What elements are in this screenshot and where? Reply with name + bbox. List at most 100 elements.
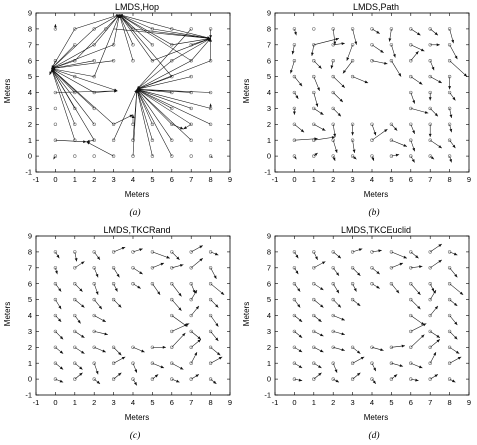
error-arrow xyxy=(371,128,388,141)
error-arrow-head xyxy=(58,305,62,310)
error-arrow-head xyxy=(134,369,138,373)
error-arrow-head xyxy=(320,111,324,115)
error-arrow-head xyxy=(319,349,324,353)
error-arrow-head xyxy=(353,288,357,292)
y-tick-label: 0 xyxy=(28,375,32,384)
error-arrow-head xyxy=(449,158,452,163)
error-arrow-head xyxy=(79,372,83,376)
node-point xyxy=(312,106,316,111)
error-arrow-head xyxy=(399,262,404,266)
axes: -1 0 1 2 3 4 5 6 7 8 9 -1 0 1 2 3 4 5 6 7 8 9 xyxy=(25,9,232,184)
error-arrow-head xyxy=(56,254,60,259)
error-arrow xyxy=(371,363,377,372)
error-arrow xyxy=(51,68,95,141)
error-arrow xyxy=(55,299,62,310)
error-arrow xyxy=(410,124,415,134)
chart-d: LMDS,TKCEuclid Meters Meters (d) -1 0 1 2 3 4… xyxy=(242,225,471,441)
error-arrow xyxy=(410,92,415,104)
error-arrow xyxy=(294,315,303,323)
error-arrow-head xyxy=(160,262,165,266)
error-arrow-head xyxy=(346,57,350,61)
error-arrow xyxy=(330,60,334,69)
error-arrow xyxy=(410,108,429,114)
error-arrow xyxy=(190,289,198,300)
error-arrow-head xyxy=(396,289,400,294)
error-arrow xyxy=(332,140,338,154)
node-point xyxy=(189,122,193,126)
error-arrow-head xyxy=(371,157,375,161)
error-arrow xyxy=(391,60,402,77)
error-arrow-head xyxy=(403,255,407,259)
y-tick-label: 7 xyxy=(28,40,32,49)
error-arrow-head xyxy=(398,73,402,77)
error-arrow-head xyxy=(209,103,212,107)
error-arrow xyxy=(93,267,99,278)
error-arrow xyxy=(371,28,380,34)
error-arrow xyxy=(113,114,134,125)
error-arrow-shaft xyxy=(51,68,76,125)
node-point xyxy=(208,250,213,254)
error-arrow xyxy=(291,44,295,55)
error-arrow-head xyxy=(380,49,384,53)
error-arrow xyxy=(352,140,356,153)
error-arrow-shaft xyxy=(93,14,120,77)
error-arrow-shaft xyxy=(313,136,336,141)
error-arrow-head xyxy=(121,356,126,360)
y-tick-label: 5 xyxy=(28,295,32,304)
error-arrow-head xyxy=(436,339,440,343)
x-tick-label: 4 xyxy=(131,175,135,184)
error-arrow xyxy=(313,136,336,141)
x-tick-label: 3 xyxy=(351,175,355,184)
error-arrow-head xyxy=(199,258,203,262)
error-arrow xyxy=(132,347,145,353)
error-arrow xyxy=(410,323,427,332)
error-arrow xyxy=(74,362,83,370)
error-arrow xyxy=(171,38,211,61)
error-arrow-head xyxy=(438,145,442,149)
error-arrow-head xyxy=(318,372,322,376)
x-tick-label: 7 xyxy=(189,398,193,407)
error-arrow xyxy=(430,108,439,117)
error-arrow xyxy=(352,28,358,45)
error-arrow xyxy=(430,28,439,36)
error-arrow-head xyxy=(315,103,319,107)
error-arrow-shaft xyxy=(51,68,75,77)
node-point xyxy=(208,361,213,365)
x-tick-label: 7 xyxy=(189,175,193,184)
error-arrow-head xyxy=(298,334,303,338)
node-point xyxy=(331,313,335,318)
error-arrow-head xyxy=(422,323,427,327)
error-arrow xyxy=(449,44,458,60)
x-tick-label: 5 xyxy=(150,175,154,184)
x-tick-label: 3 xyxy=(351,398,355,407)
error-arrow-shaft xyxy=(119,14,173,77)
error-arrow-head xyxy=(384,129,388,133)
error-arrow-head xyxy=(341,332,345,336)
error-arrow-head xyxy=(195,305,199,310)
error-arrow xyxy=(294,331,303,338)
error-arrow-head xyxy=(96,380,101,384)
error-arrow xyxy=(55,251,60,259)
x-tick-label: -1 xyxy=(33,175,40,184)
error-arrow xyxy=(210,347,221,356)
error-arrow-shaft xyxy=(119,14,172,46)
error-arrow-head xyxy=(57,318,62,322)
error-arrow xyxy=(342,60,353,74)
error-arrow xyxy=(55,362,64,370)
error-arrow-head xyxy=(356,350,361,354)
error-arrow-head xyxy=(319,333,324,337)
error-arrow-head xyxy=(59,379,64,383)
x-axis-label: Meters xyxy=(364,190,388,199)
error-arrow-head xyxy=(449,114,453,118)
error-arrow xyxy=(132,283,141,289)
error-arrow xyxy=(152,345,166,349)
error-arrow xyxy=(332,155,336,161)
error-arrow-shaft xyxy=(136,89,172,109)
y-tick-label: 2 xyxy=(267,120,271,129)
error-arrow-head xyxy=(434,32,438,36)
error-arrow-head xyxy=(336,289,340,294)
error-arrow-shaft xyxy=(119,14,192,61)
error-arrow-head xyxy=(113,88,118,92)
error-arrow xyxy=(210,251,219,256)
error-arrow xyxy=(152,262,165,269)
